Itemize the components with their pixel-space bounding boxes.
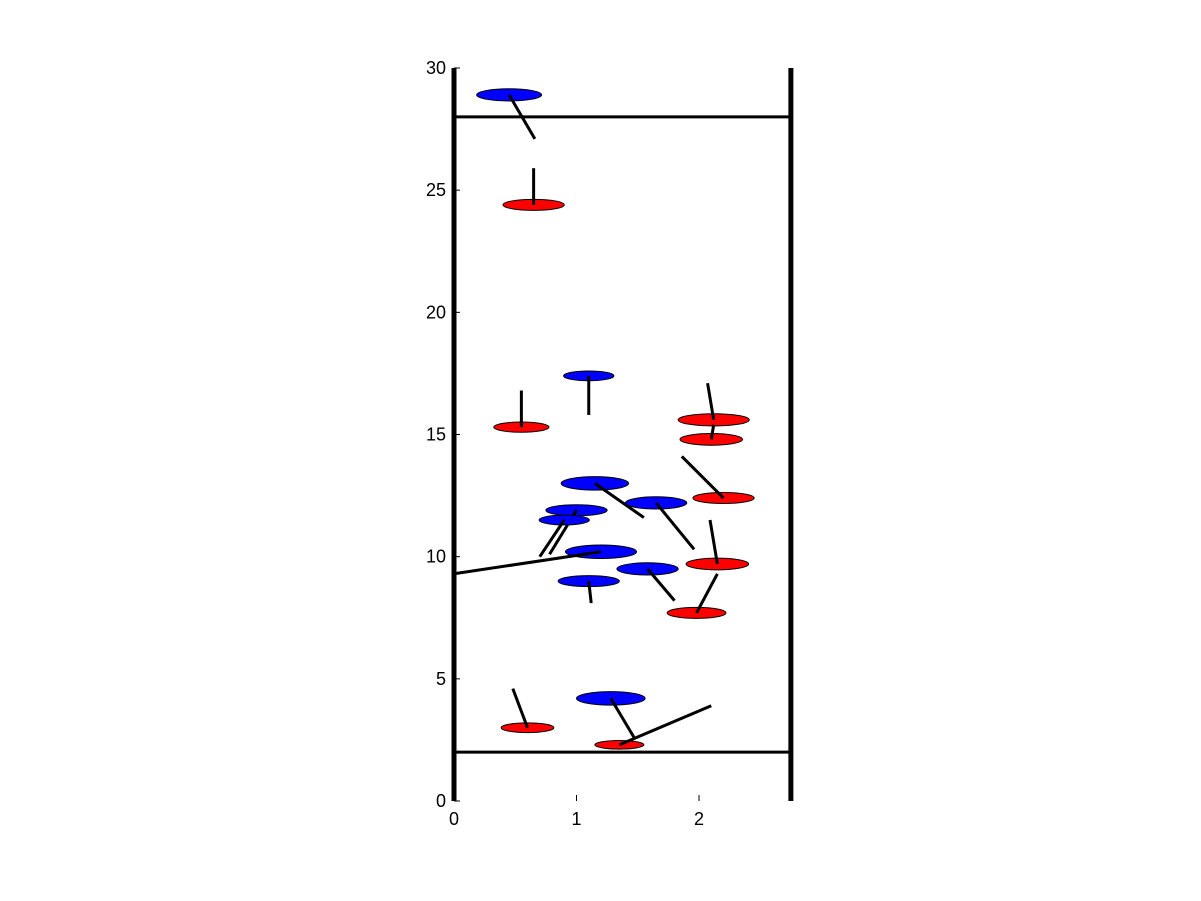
blue-particle xyxy=(453,544,638,576)
blue-particle xyxy=(538,514,590,558)
blue-particle xyxy=(560,476,645,519)
x-tick-label: 1 xyxy=(571,809,581,829)
boundary-lines xyxy=(451,68,794,801)
red-orientation-line xyxy=(695,573,719,614)
red-orientation-line xyxy=(708,519,719,565)
y-tick-label: 0 xyxy=(436,791,446,811)
blue-orientation-line xyxy=(538,519,566,558)
blue-orientation-line xyxy=(507,94,537,140)
red-particle xyxy=(680,455,755,505)
red-particle xyxy=(493,390,550,433)
red-orientation-line xyxy=(680,455,725,500)
blue-particle xyxy=(625,496,696,551)
y-tick-label: 25 xyxy=(426,180,446,200)
axes xyxy=(453,67,700,802)
blue-particle xyxy=(557,575,620,604)
red-particle xyxy=(685,519,750,571)
blue-orientation-line xyxy=(609,697,636,739)
blue-orientation-line xyxy=(587,580,593,604)
red-particle xyxy=(666,573,727,619)
blue-orientation-line xyxy=(646,567,676,602)
x-tick-label: 2 xyxy=(694,809,704,829)
red-particle xyxy=(502,168,565,211)
blue-particle xyxy=(576,691,646,739)
blue-orientation-line xyxy=(594,482,645,519)
tick-labels: 0 5 10 15 20 25 30 0 1 2 xyxy=(426,58,704,829)
red-orientation-line xyxy=(618,704,712,747)
red-orientation-line xyxy=(511,688,529,729)
blue-orientation-line xyxy=(453,550,602,576)
blue-particle xyxy=(476,88,543,140)
blue-particle xyxy=(563,370,615,415)
y-tick-label: 30 xyxy=(426,58,446,78)
y-tick-label: 10 xyxy=(426,547,446,567)
x-tick-label: 0 xyxy=(449,809,459,829)
red-particle xyxy=(594,704,712,750)
blue-particle xyxy=(616,562,679,602)
red-particle xyxy=(677,382,750,427)
red-orientation-line xyxy=(706,382,716,421)
red-particle xyxy=(500,688,555,734)
red-ellipse-marker xyxy=(666,606,727,619)
blue-ellipse-marker xyxy=(560,476,630,491)
blue-orientation-line xyxy=(654,501,696,551)
y-tick-label: 15 xyxy=(426,425,446,445)
y-tick-label: 20 xyxy=(426,302,446,322)
y-tick-label: 5 xyxy=(436,669,446,689)
red-particle xyxy=(679,424,743,446)
markers xyxy=(453,88,755,750)
red-orientation-line xyxy=(709,424,716,440)
